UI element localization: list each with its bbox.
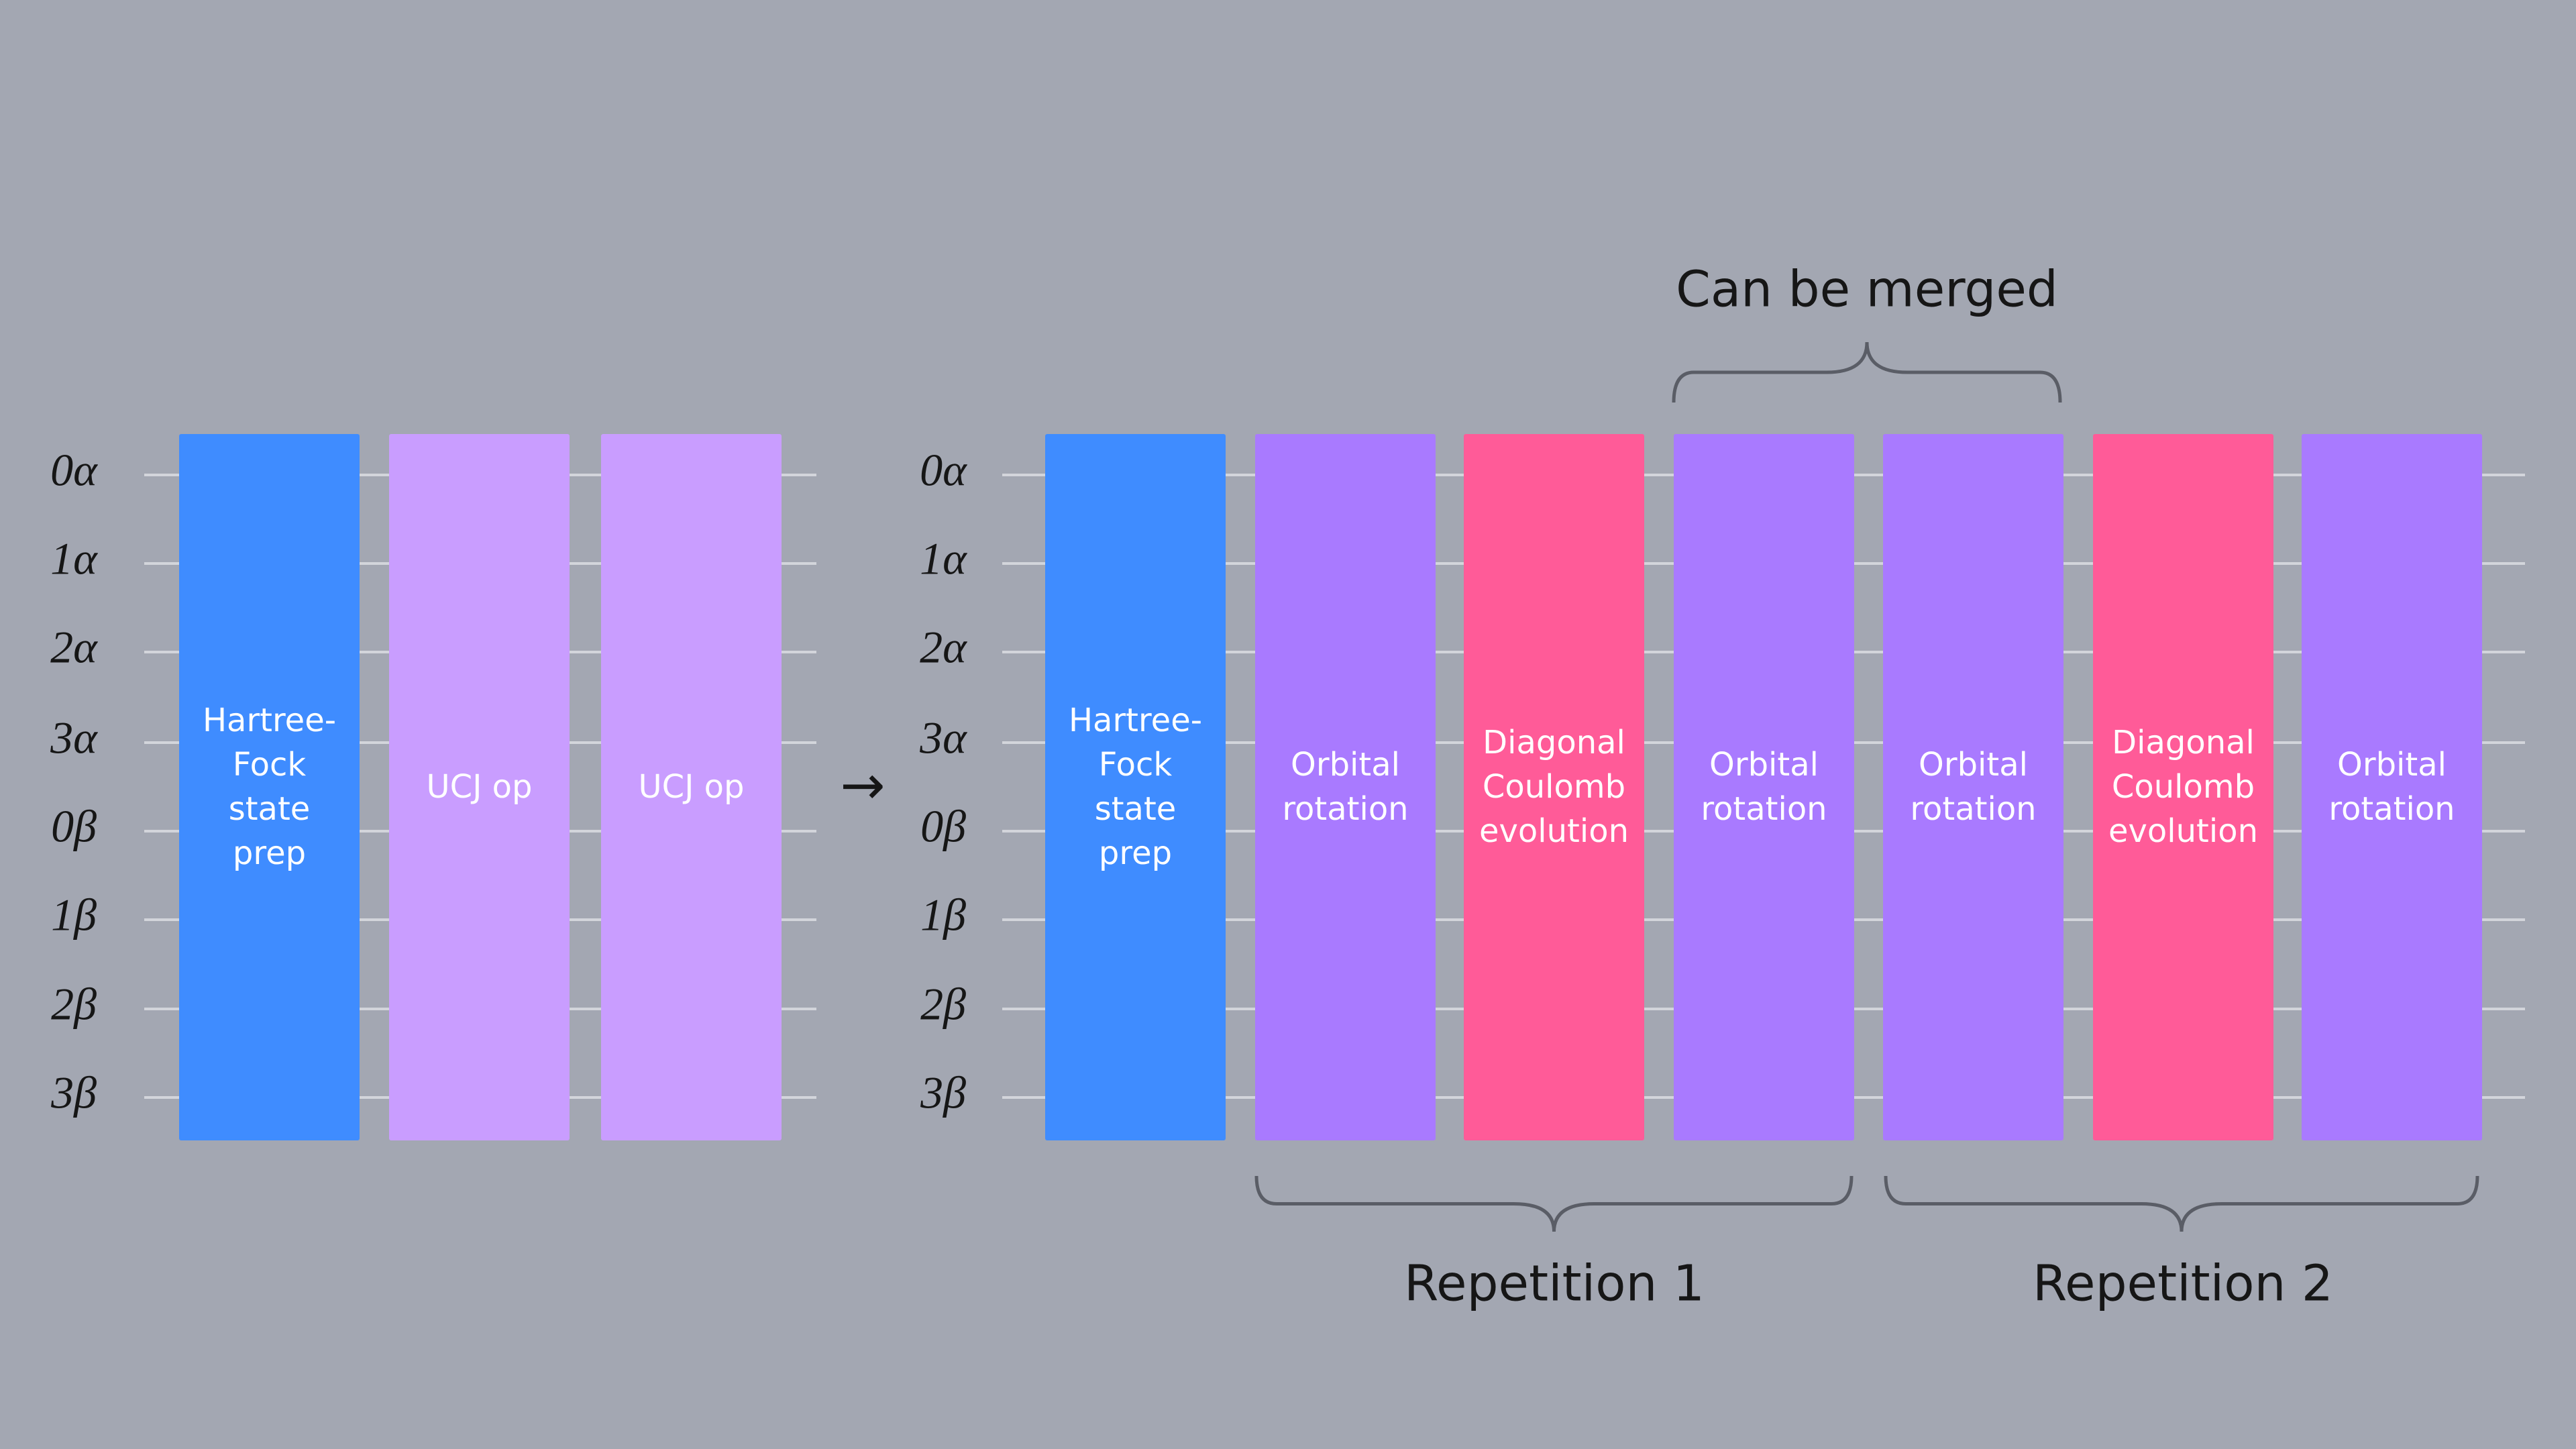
qubit-label: 3α xyxy=(50,712,98,763)
gate xyxy=(389,434,570,1140)
qubit-label: 3β xyxy=(920,1067,966,1118)
gate xyxy=(179,434,360,1140)
gate xyxy=(2302,434,2482,1140)
gate-label: UCJ op xyxy=(427,768,533,806)
qubit-label: 1β xyxy=(51,890,97,941)
qubit-label: 1β xyxy=(920,890,966,941)
gate-label: prep xyxy=(233,835,306,872)
repetition-label: Repetition 2 xyxy=(2033,1255,2333,1313)
gate-label: Fock xyxy=(1099,746,1173,784)
arrow: → xyxy=(840,754,885,816)
gate xyxy=(1464,434,1644,1140)
gate xyxy=(1674,434,1854,1140)
gate xyxy=(601,434,782,1140)
merge-label: Can be merged xyxy=(1676,261,2058,319)
qubit-label: 2α xyxy=(50,622,98,673)
gate-label: UCJ op xyxy=(639,768,745,806)
brace xyxy=(1254,1175,1854,1232)
gate-label: rotation xyxy=(1910,790,2036,828)
qubit-label: 2α xyxy=(920,622,967,673)
gate-label: rotation xyxy=(1701,790,1827,828)
brace xyxy=(1884,1175,2479,1232)
gate-label: Coulomb xyxy=(2112,768,2255,806)
brace xyxy=(1672,341,2062,403)
gate xyxy=(1883,434,2063,1140)
qubit-label: 0α xyxy=(920,445,967,496)
qubit-label: 1α xyxy=(920,533,967,584)
qubit-label: 3α xyxy=(919,712,967,763)
qubit-label: 2β xyxy=(51,979,97,1030)
qubit-label: 0β xyxy=(51,801,97,852)
gate-label: evolution xyxy=(1479,812,1629,850)
gate-label: rotation xyxy=(2328,790,2455,828)
gate-label: Hartree- xyxy=(1069,702,1202,739)
gate-label: Orbital xyxy=(1291,746,1400,784)
gate-label: state xyxy=(229,790,311,828)
gate-label: prep xyxy=(1099,835,1172,872)
gate-label: evolution xyxy=(2108,812,2258,850)
gate xyxy=(2093,434,2273,1140)
gate-label: Fock xyxy=(233,746,307,784)
gate-label: Hartree- xyxy=(203,702,336,739)
qubit-label: 3β xyxy=(50,1067,97,1118)
repetition-label: Repetition 1 xyxy=(1404,1255,1705,1313)
gate xyxy=(1255,434,1436,1140)
gate-label: Diagonal xyxy=(1483,724,1625,761)
gate xyxy=(1045,434,1226,1140)
gate-label: Orbital xyxy=(2337,746,2447,784)
qubit-label: 1α xyxy=(50,533,98,584)
gate-label: Diagonal xyxy=(2112,724,2255,761)
qubit-label: 0β xyxy=(920,801,966,852)
qubit-label: 2β xyxy=(920,979,966,1030)
gate-label: state xyxy=(1095,790,1177,828)
gate-label: Orbital xyxy=(1919,746,2028,784)
gate-label: rotation xyxy=(1282,790,1408,828)
gate-label: Orbital xyxy=(1709,746,1819,784)
gate-label: Coulomb xyxy=(1483,768,1625,806)
qubit-label: 0α xyxy=(50,445,98,496)
